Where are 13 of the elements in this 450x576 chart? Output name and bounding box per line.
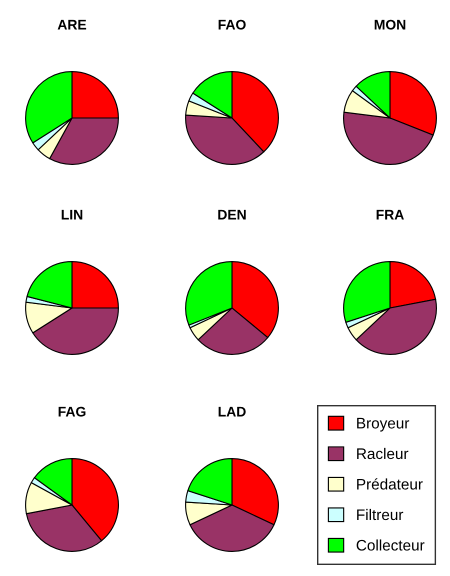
chart-title: MON — [374, 20, 406, 30]
legend-label: Filtreur — [357, 508, 404, 520]
chart-title: DEN — [218, 210, 246, 220]
legend-label: Broyeur — [357, 418, 410, 432]
chart-title: FAG — [58, 406, 86, 417]
chart-title: LAD — [218, 406, 246, 416]
chart-title: FAO — [218, 20, 246, 30]
chart-title: LIN — [62, 210, 82, 220]
legend-label: Collecteur — [356, 539, 424, 551]
chart-title: FRA — [376, 210, 404, 220]
chart-title: ARE — [58, 20, 86, 30]
legend-label: Racleur — [357, 448, 408, 460]
legend-label: Prédateur — [357, 478, 423, 490]
